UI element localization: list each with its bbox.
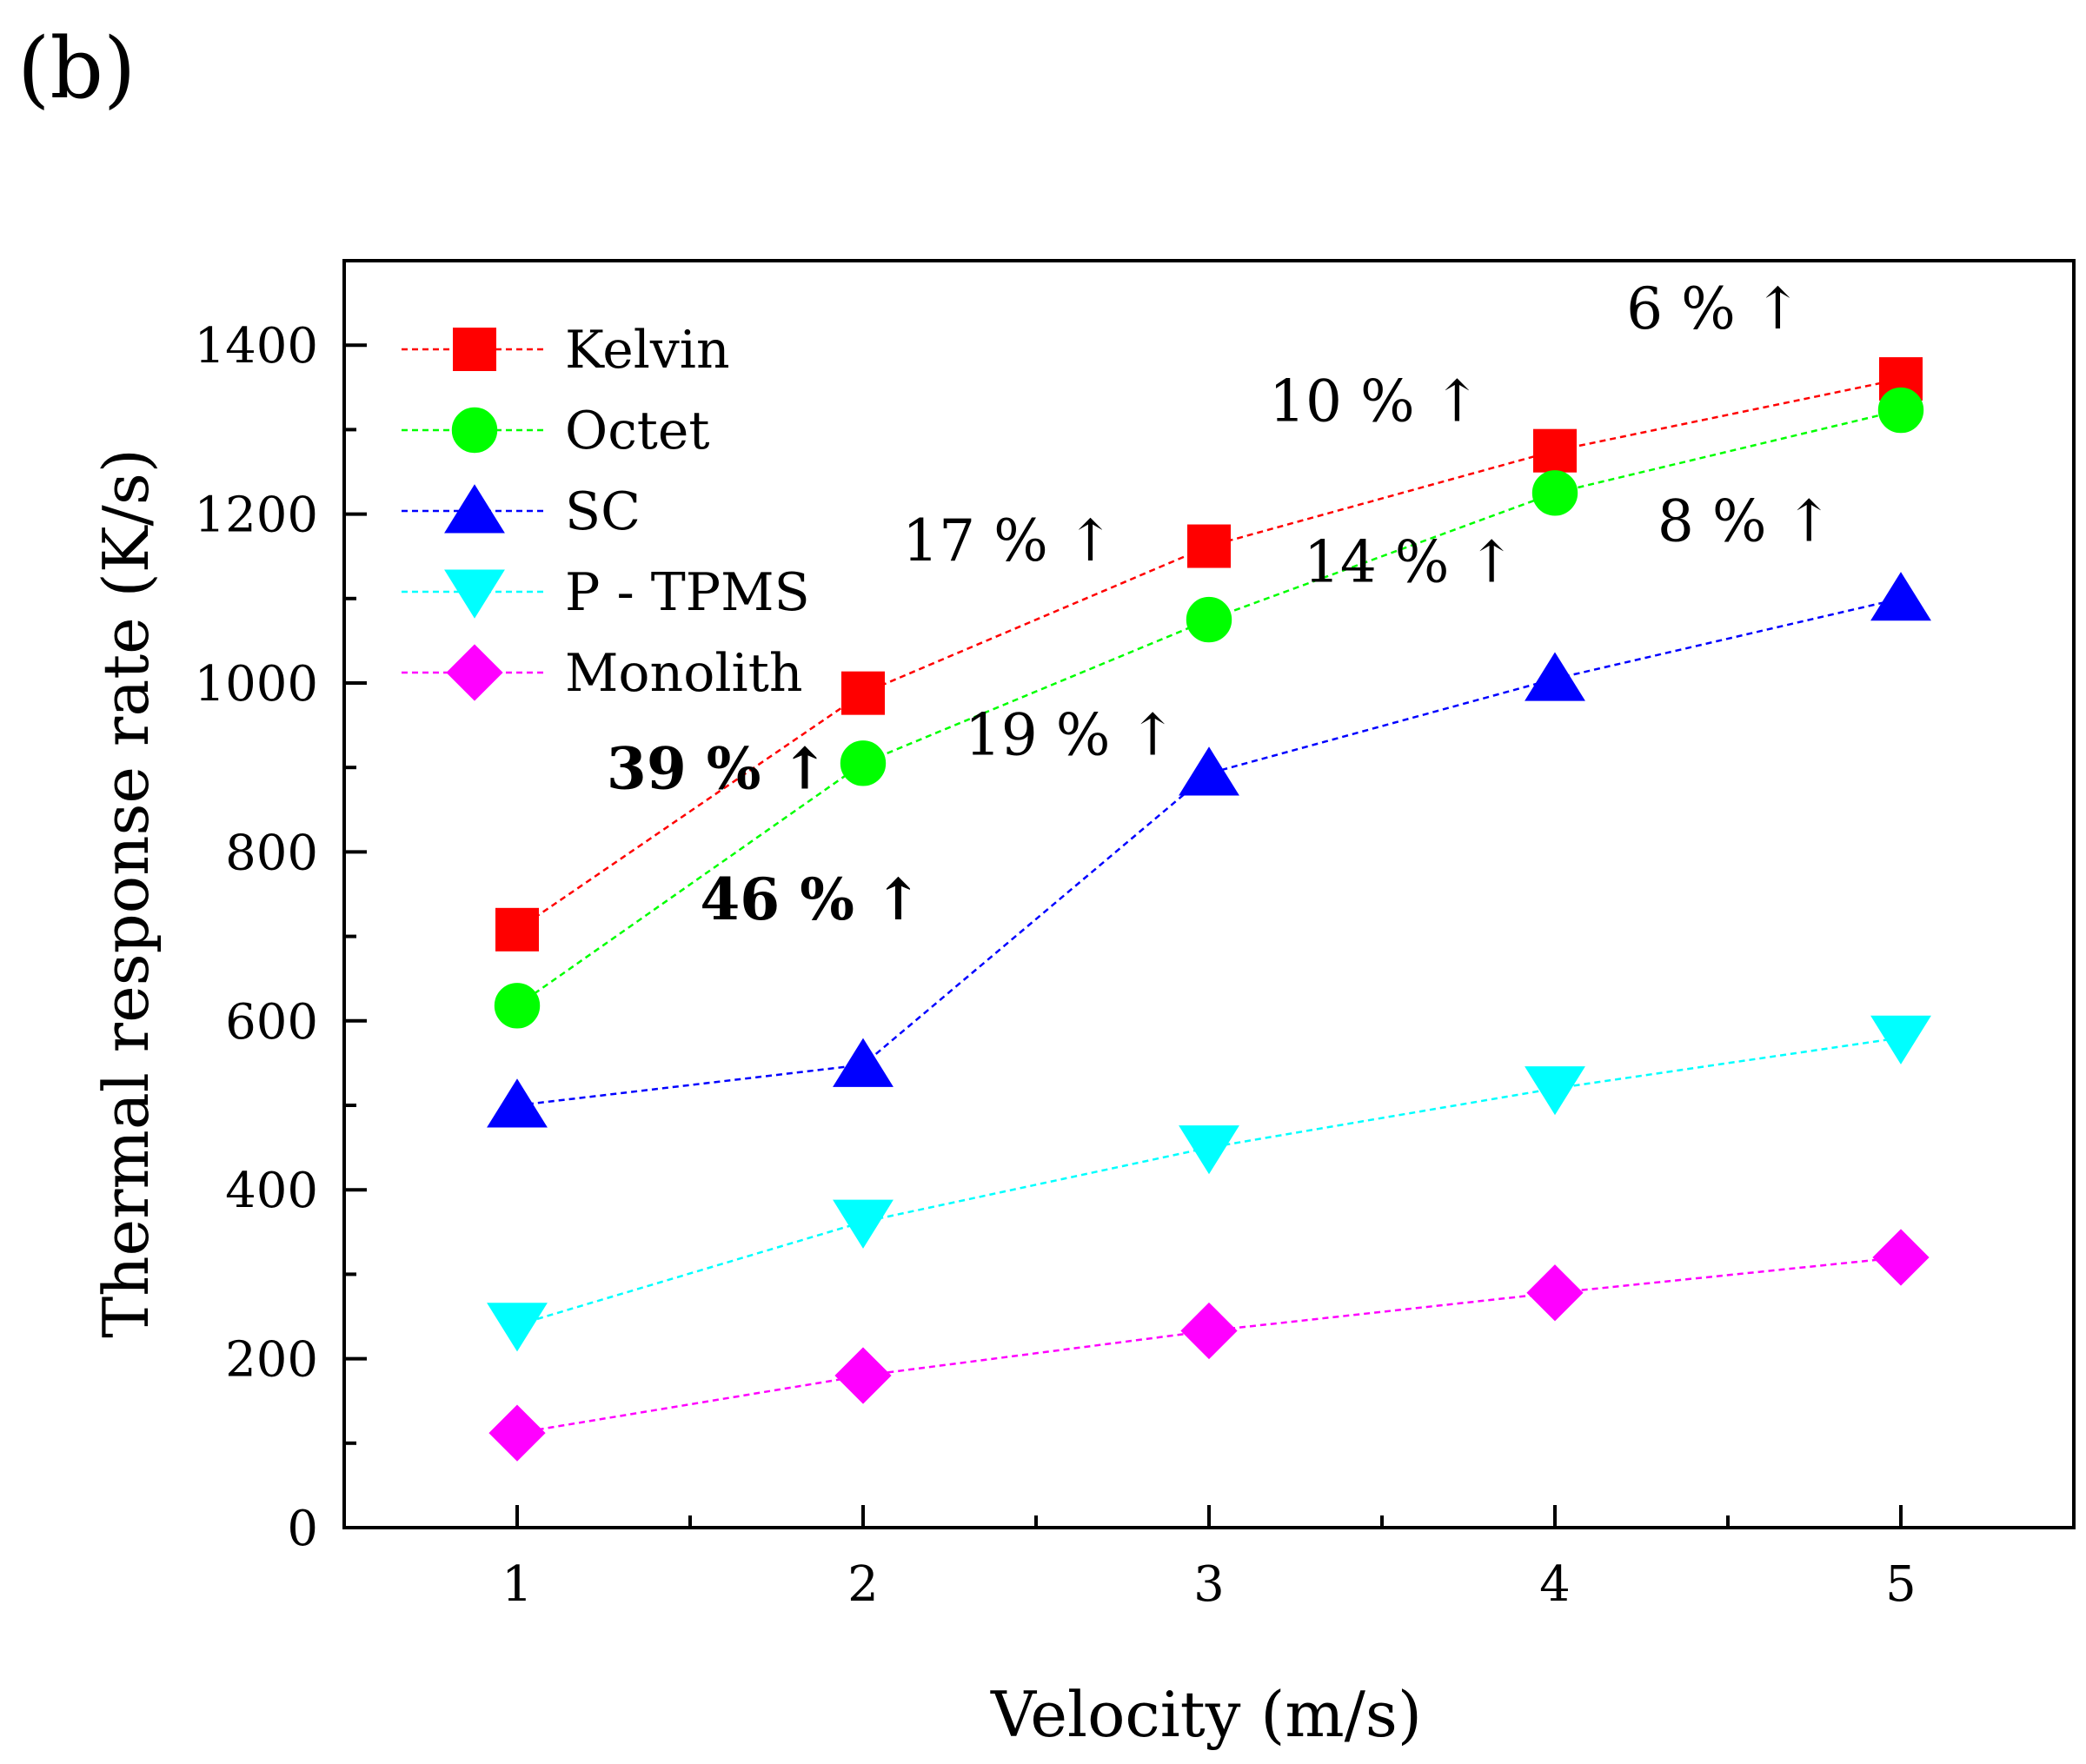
y-axis: 0 200 400 600 800 1000 1200 1400 (194, 318, 367, 1557)
data-point-octet (840, 740, 887, 786)
percent-annotation: 14 % ↑ (1304, 528, 1516, 595)
legend-marker (453, 328, 496, 371)
data-point-octet (1186, 596, 1232, 643)
series-line-sc (516, 597, 1902, 1107)
panel-label: (b) (17, 20, 136, 117)
x-tick-label: 2 (847, 1556, 879, 1613)
x-axis-title: Velocity (m/s) (990, 1678, 1422, 1751)
series-markers (487, 357, 1931, 1462)
legend-label: SC (565, 481, 641, 542)
x-tick-label: 1 (502, 1556, 533, 1613)
legend-label: Monolith (565, 643, 802, 704)
data-point-sc (1179, 746, 1239, 796)
percent-annotation: 46 % ↑ (700, 865, 922, 933)
data-point-p-tpms (1179, 1125, 1239, 1175)
data-point-monolith (1526, 1264, 1584, 1322)
legend-marker (444, 484, 505, 534)
data-point-p-tpms (1870, 1015, 1931, 1064)
percent-annotation: 19 % ↑ (965, 702, 1177, 769)
data-point-octet (1531, 470, 1578, 516)
y-tick-label: 200 (225, 1332, 318, 1389)
legend-label: P - TPMS (565, 562, 810, 623)
data-point-monolith (488, 1404, 546, 1462)
data-point-kelvin (495, 907, 539, 952)
data-point-monolith (1180, 1302, 1238, 1360)
y-tick-label: 400 (225, 1163, 318, 1219)
data-point-sc (1870, 572, 1931, 621)
legend-marker (444, 569, 505, 619)
data-point-monolith (1872, 1229, 1930, 1286)
y-tick-label: 1400 (194, 318, 318, 375)
data-point-sc (487, 1078, 548, 1128)
percent-annotation: 39 % ↑ (607, 735, 829, 803)
data-point-kelvin (1533, 428, 1577, 473)
data-point-p-tpms (1525, 1066, 1585, 1116)
y-tick-label: 1200 (194, 487, 318, 544)
legend: Kelvin Octet SC P - TPMS Monolith (402, 320, 810, 704)
annotations: 39 % ↑ 46 % ↑ 17 % ↑ 19 % ↑ 10 % ↑ 14 % ↑ 6 % … (607, 275, 1833, 933)
data-point-octet (1877, 387, 1924, 434)
legend-label: Kelvin (565, 320, 730, 381)
legend-marker (451, 407, 498, 454)
y-tick-label: 0 (287, 1501, 318, 1557)
x-axis: 1 2 3 4 5 (502, 1505, 1917, 1613)
y-tick-label: 800 (225, 825, 318, 881)
data-point-kelvin (1187, 524, 1231, 568)
y-axis-title: Thermal response rate (K/s) (90, 448, 163, 1338)
percent-annotation: 17 % ↑ (902, 507, 1114, 574)
legend-marker (446, 644, 503, 701)
percent-annotation: 10 % ↑ (1269, 368, 1481, 435)
legend-label: Octet (565, 401, 710, 461)
data-point-kelvin (841, 671, 885, 715)
percent-annotation: 6 % ↑ (1626, 275, 1802, 342)
data-point-p-tpms (833, 1199, 894, 1249)
y-tick-label: 600 (225, 994, 318, 1051)
data-point-monolith (834, 1347, 892, 1404)
percent-annotation: 8 % ↑ (1658, 488, 1833, 555)
y-tick-label: 1000 (194, 656, 318, 713)
x-tick-label: 4 (1539, 1556, 1571, 1613)
data-point-sc (833, 1038, 894, 1087)
data-point-sc (1525, 652, 1585, 701)
data-point-octet (494, 983, 541, 1029)
x-tick-label: 3 (1193, 1556, 1225, 1613)
data-point-p-tpms (487, 1303, 548, 1352)
x-tick-label: 5 (1885, 1556, 1917, 1613)
